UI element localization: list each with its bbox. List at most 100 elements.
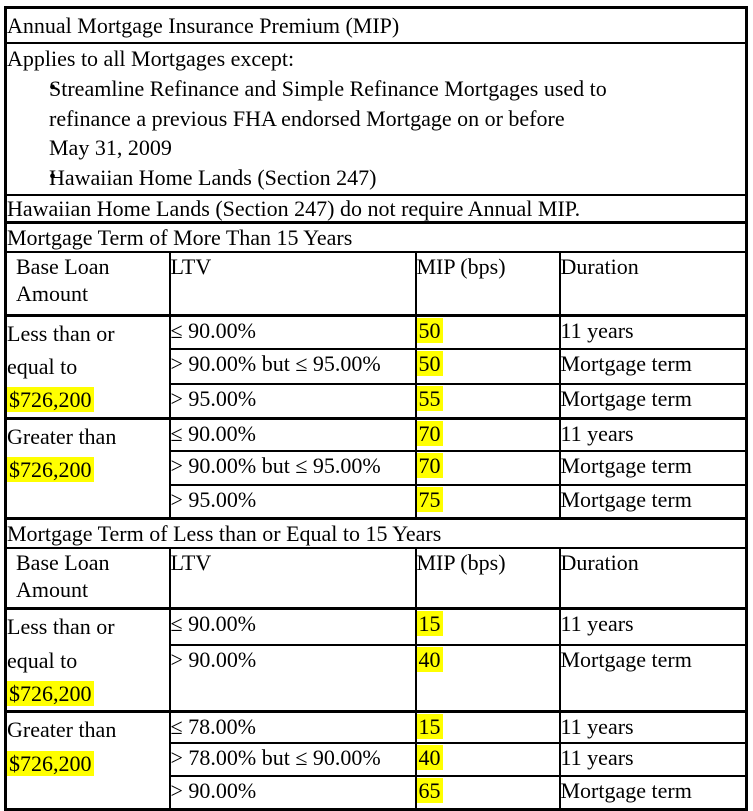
ltv-cell: > 95.00%: [168, 484, 417, 520]
bullet-line: Hawaiian Home Lands (Section 247): [49, 164, 377, 190]
column-header-duration: Duration: [558, 251, 748, 316]
ltv-cell: ≤ 78.00%: [168, 710, 417, 744]
base-loan-cell: Less than or equal to $726,200: [4, 607, 171, 713]
ltv-cell: > 90.00% but ≤ 95.00%: [168, 348, 417, 386]
mip-cell: 50: [414, 313, 561, 351]
duration-cell: 11 years: [558, 741, 748, 777]
base-loan-amount-line: $726,200: [7, 677, 168, 710]
bullet-icon: •: [49, 77, 57, 99]
mip-cell: 15: [414, 710, 561, 744]
duration-cell: Mortgage term: [558, 643, 748, 713]
section-title: Mortgage Term of Less than or Equal to 1…: [4, 516, 748, 549]
table-row: Less than or equal to $726,200 ≤ 90.00% 15 11…: [4, 607, 748, 713]
column-header-ltv: LTV: [168, 546, 417, 610]
column-header-mip-bps-: MIP (bps): [414, 546, 561, 610]
bullet-line: refinance a previous FHA endorsed Mortga…: [49, 105, 565, 131]
mip-cell: 70: [414, 450, 561, 487]
base-loan-cell: Greater than $726,200: [4, 710, 171, 811]
ltv-cell: > 95.00%: [168, 383, 417, 420]
ltv-cell: > 78.00% but ≤ 90.00%: [168, 741, 417, 777]
duration-cell: 11 years: [558, 416, 748, 453]
column-header-base-loan-amount: Base Loan Amount: [4, 546, 171, 610]
mip-cell: 75: [414, 484, 561, 520]
mip-table: Annual Mortgage Insurance Premium (MIP) …: [4, 6, 748, 811]
mip-cell: 40: [414, 643, 561, 713]
column-header-mip-bps-: MIP (bps): [414, 251, 561, 316]
ltv-cell: > 90.00%: [168, 643, 417, 713]
ltv-cell: ≤ 90.00%: [168, 416, 417, 453]
highlighted-mip-value: 50: [417, 317, 443, 343]
intro-cell: Applies to all Mortgages except: • Stream…: [4, 42, 748, 196]
bullet-item: • Hawaiian Home Lands (Section 247): [8, 163, 745, 193]
duration-cell: Mortgage term: [558, 348, 748, 386]
bullet-icon: •: [49, 165, 57, 188]
ltv-cell: > 90.00% but ≤ 95.00%: [168, 450, 417, 487]
ltv-cell: ≤ 90.00%: [168, 313, 417, 351]
duration-cell: 11 years: [558, 710, 748, 744]
highlighted-amount: $726,200: [7, 457, 94, 483]
base-loan-text: Greater than: [7, 717, 117, 743]
highlighted-mip-value: 15: [417, 714, 443, 740]
section-header-row: Mortgage Term of More Than 15 Years: [4, 221, 748, 253]
highlighted-mip-value: 70: [417, 453, 443, 479]
table-row: Greater than $726,200 ≤ 90.00% 70 11 years: [4, 416, 748, 520]
highlighted-mip-value: 55: [417, 386, 443, 412]
base-loan-text: Greater than: [7, 423, 117, 449]
base-loan-text: equal to: [7, 647, 78, 673]
column-header-duration: Duration: [558, 546, 748, 610]
bullet-item: • Streamline Refinance and Simple Refinan…: [8, 74, 745, 163]
table-row: Less than or equal to $726,200 ≤ 90.00% 50 11…: [4, 313, 748, 420]
duration-cell: 11 years: [558, 313, 748, 351]
section-title: Mortgage Term of More Than 15 Years: [4, 221, 748, 253]
highlighted-mip-value: 40: [417, 646, 443, 672]
mip-cell: 50: [414, 348, 561, 386]
base-loan-cell: Greater than $726,200: [4, 416, 171, 520]
highlighted-mip-value: 15: [417, 611, 443, 637]
intro-row: Applies to all Mortgages except: • Stream…: [4, 42, 748, 196]
table-row: > 90.00% 40 Mortgage term: [6, 643, 748, 713]
note-text: Hawaiian Home Lands (Section 247) do not…: [4, 194, 748, 224]
duration-cell: Mortgage term: [558, 774, 748, 811]
mip-cell: 55: [414, 383, 561, 420]
base-loan-text: Less than or: [7, 614, 115, 640]
table-row: > 95.00% 75 Mortgage term: [6, 484, 748, 520]
column-header-ltv: LTV: [168, 251, 417, 316]
column-header-base-loan-amount: Base Loan Amount: [4, 251, 171, 316]
intro-lead-text: Applies to all Mortgages except:: [7, 46, 295, 71]
column-header-row: Base Loan Amount LTV MIP (bps) Duration: [4, 251, 748, 316]
bullet-line: Streamline Refinance and Simple Refinanc…: [49, 76, 607, 101]
note-row: Hawaiian Home Lands (Section 247) do not…: [4, 194, 748, 224]
base-loan-cell: Less than or equal to $726,200: [4, 313, 171, 420]
highlighted-mip-value: 50: [417, 351, 443, 377]
document-title: Annual Mortgage Insurance Premium (MIP): [4, 6, 748, 44]
ltv-cell: ≤ 90.00%: [168, 607, 417, 646]
highlighted-amount: $726,200: [7, 750, 94, 776]
table-row: > 95.00% 55 Mortgage term: [6, 383, 748, 420]
mip-cell: 15: [414, 607, 561, 646]
base-loan-amount-line: $726,200: [7, 453, 168, 486]
table-row: > 78.00% but ≤ 90.00% 40 11 years: [6, 741, 748, 777]
table-row: > 90.00% but ≤ 95.00% 70 Mortgage term: [6, 450, 748, 487]
base-loan-amount-line: $726,200: [7, 747, 168, 780]
bullet-list: • Streamline Refinance and Simple Refinan…: [8, 74, 745, 193]
duration-cell: Mortgage term: [558, 383, 748, 420]
base-loan-text: equal to: [7, 353, 78, 379]
bullet-text: Streamline Refinance and Simple Refinanc…: [49, 74, 607, 163]
base-loan-amount-line: $726,200: [7, 383, 168, 416]
mip-cell: 70: [414, 416, 561, 453]
ltv-cell: > 90.00%: [168, 774, 417, 811]
highlighted-mip-value: 75: [417, 487, 443, 513]
bullet-line: May 31, 2009: [49, 135, 172, 160]
bullet-text: Hawaiian Home Lands (Section 247): [49, 163, 376, 193]
duration-cell: Mortgage term: [558, 450, 748, 487]
highlighted-mip-value: 65: [417, 777, 443, 803]
highlighted-amount: $726,200: [7, 387, 94, 413]
highlighted-amount: $726,200: [7, 681, 94, 707]
duration-cell: Mortgage term: [558, 484, 748, 520]
highlighted-mip-value: 40: [417, 744, 443, 770]
table-row: Greater than $726,200 ≤ 78.00% 15 11 years: [4, 710, 748, 811]
table-row: > 90.00% 65 Mortgage term: [6, 774, 748, 811]
mip-cell: 40: [414, 741, 561, 777]
duration-cell: 11 years: [558, 607, 748, 646]
